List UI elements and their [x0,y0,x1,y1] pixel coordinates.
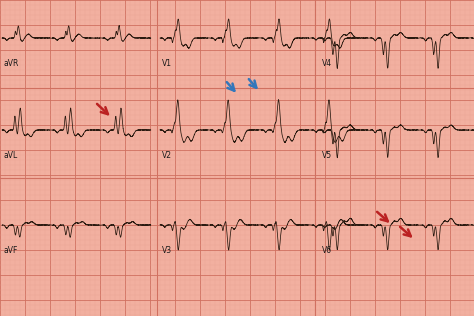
Text: V4: V4 [322,59,332,68]
Text: aVF: aVF [4,246,18,255]
Text: V5: V5 [322,151,332,160]
Text: aVR: aVR [4,59,19,68]
Text: V3: V3 [162,246,172,255]
Text: V2: V2 [162,151,172,160]
Text: V1: V1 [162,59,172,68]
Text: V6: V6 [322,246,332,255]
Text: aVL: aVL [4,151,18,160]
